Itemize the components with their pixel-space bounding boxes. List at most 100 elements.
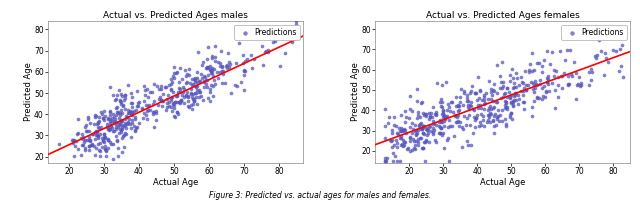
Predictions — [541, 77, 552, 80]
Predictions — [145, 108, 155, 111]
Predictions — [166, 96, 177, 99]
Predictions — [163, 105, 173, 108]
Predictions — [431, 124, 441, 127]
Predictions — [210, 56, 220, 59]
Predictions — [131, 109, 141, 112]
Predictions — [529, 86, 540, 89]
Predictions — [213, 60, 223, 63]
Predictions — [202, 67, 212, 70]
Predictions — [549, 74, 559, 78]
Predictions — [517, 89, 527, 93]
Predictions — [401, 115, 411, 119]
Predictions — [492, 91, 502, 94]
Predictions — [564, 49, 575, 52]
Predictions — [550, 88, 561, 91]
Predictions — [207, 66, 217, 69]
Predictions — [187, 96, 197, 99]
Predictions — [520, 69, 531, 72]
Predictions — [437, 121, 447, 124]
Predictions — [67, 139, 77, 142]
Predictions — [104, 110, 115, 113]
Predictions — [176, 98, 186, 101]
Predictions — [474, 121, 484, 124]
Predictions — [548, 69, 559, 72]
Predictions — [466, 90, 476, 93]
Predictions — [443, 125, 453, 128]
Predictions — [544, 89, 554, 92]
Predictions — [431, 140, 441, 143]
Predictions — [174, 101, 184, 104]
Predictions — [531, 82, 541, 86]
Predictions — [387, 129, 397, 132]
Predictions — [77, 132, 87, 135]
Predictions — [380, 107, 390, 111]
Predictions — [101, 149, 111, 152]
Predictions — [119, 125, 129, 128]
Predictions — [162, 101, 172, 104]
Predictions — [444, 102, 454, 105]
Predictions — [196, 72, 207, 75]
Predictions — [221, 64, 231, 68]
Predictions — [484, 106, 494, 109]
Predictions — [500, 118, 510, 121]
Predictions — [83, 144, 93, 147]
Predictions — [172, 94, 182, 98]
Predictions — [127, 105, 137, 108]
Predictions — [239, 73, 249, 76]
Predictions — [431, 111, 441, 114]
Predictions — [475, 90, 485, 93]
Predictions — [550, 107, 560, 110]
Predictions — [483, 120, 493, 124]
Predictions — [447, 125, 457, 128]
Predictions — [470, 125, 481, 128]
Predictions — [586, 78, 596, 81]
Predictions — [425, 124, 435, 127]
Predictions — [500, 107, 510, 110]
Predictions — [125, 109, 136, 112]
Predictions — [529, 68, 539, 72]
Predictions — [133, 102, 143, 105]
Predictions — [247, 67, 257, 70]
Predictions — [395, 129, 405, 132]
Predictions — [161, 85, 172, 89]
Predictions — [429, 129, 439, 132]
Predictions — [132, 126, 142, 129]
Predictions — [465, 100, 476, 103]
Predictions — [513, 97, 524, 100]
Predictions — [216, 64, 227, 67]
Predictions — [392, 159, 402, 163]
Predictions — [109, 130, 119, 133]
Predictions — [206, 69, 216, 72]
Predictions — [537, 65, 547, 68]
Predictions — [190, 91, 200, 94]
Predictions — [420, 115, 431, 118]
Predictions — [183, 99, 193, 103]
Predictions — [180, 68, 190, 71]
Predictions — [191, 91, 201, 94]
Predictions — [104, 128, 115, 131]
Predictions — [105, 120, 115, 123]
Predictions — [172, 100, 182, 104]
Predictions — [457, 125, 467, 129]
Predictions — [547, 81, 557, 84]
Predictions — [563, 82, 573, 85]
Predictions — [116, 92, 127, 96]
Predictions — [412, 138, 422, 141]
Predictions — [223, 51, 233, 54]
Predictions — [541, 89, 551, 93]
Predictions — [389, 115, 399, 118]
Predictions — [529, 84, 539, 87]
Predictions — [508, 99, 518, 103]
Predictions — [486, 87, 496, 91]
Predictions — [400, 141, 410, 144]
Predictions — [88, 132, 99, 135]
Predictions — [225, 62, 236, 65]
Predictions — [527, 114, 537, 118]
Predictions — [93, 134, 104, 137]
Predictions — [464, 113, 474, 116]
Predictions — [506, 112, 516, 115]
Predictions — [84, 139, 95, 142]
Predictions — [454, 108, 464, 111]
Predictions — [227, 91, 237, 94]
Predictions — [412, 143, 422, 147]
